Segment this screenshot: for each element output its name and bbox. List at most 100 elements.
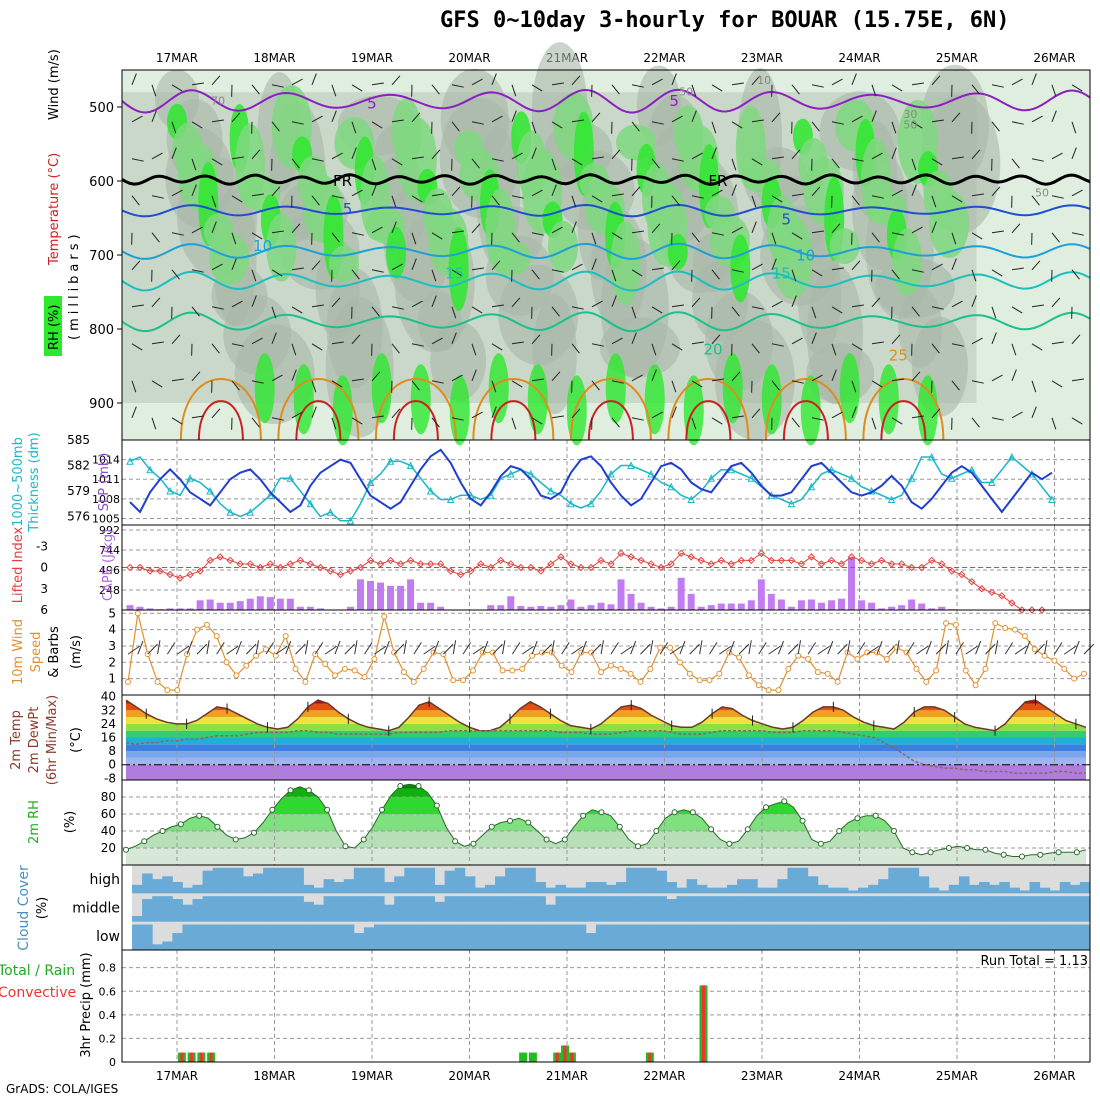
cloud-bar-high bbox=[213, 868, 224, 894]
temp-tick: -8 bbox=[104, 771, 116, 785]
rh-marker bbox=[1038, 852, 1043, 857]
cloud-bar-middle bbox=[505, 896, 516, 922]
cloud-bar-middle bbox=[1080, 896, 1091, 922]
wind-speed-marker bbox=[401, 670, 406, 675]
wind-tick: 4 bbox=[108, 623, 116, 637]
cloud-bar-high bbox=[364, 868, 375, 894]
cloud-bar-low bbox=[273, 925, 284, 951]
cloud-bar-middle bbox=[1019, 896, 1030, 922]
cloud-bar-low bbox=[919, 925, 930, 951]
cloud-bar-high bbox=[747, 879, 758, 893]
contour-label: 5 bbox=[782, 210, 792, 228]
cloud-bar-middle bbox=[747, 896, 758, 922]
wind-barb-10m bbox=[1025, 641, 1030, 654]
rh-band bbox=[122, 797, 1090, 814]
cloud-bar-middle bbox=[757, 896, 768, 922]
cloud-bar-low bbox=[1070, 925, 1081, 951]
rh-marker bbox=[544, 837, 549, 842]
wind-speed-marker bbox=[204, 622, 209, 627]
cloud-bar-low bbox=[193, 925, 204, 951]
cloud-bar-high bbox=[636, 868, 647, 894]
wind-tick: 2 bbox=[108, 655, 116, 669]
cloud-bar-middle bbox=[666, 899, 677, 922]
ylabel-rh2m-text: 2m RH bbox=[27, 800, 42, 844]
ylabel-cloud: Cloud Cover bbox=[16, 865, 32, 951]
cloud-bar-low bbox=[334, 925, 345, 951]
cloud-bar-middle bbox=[707, 896, 718, 922]
cloud-bar-middle bbox=[445, 896, 456, 922]
cape-bar bbox=[357, 579, 364, 610]
cloud-bar-high bbox=[1029, 882, 1040, 893]
x-tick-label-bottom: 23MAR bbox=[741, 1069, 783, 1083]
cape-bar bbox=[127, 605, 134, 610]
rh-tick: 20 bbox=[101, 841, 116, 855]
wind-speed-marker bbox=[746, 673, 751, 678]
cloud-bar-high bbox=[384, 882, 395, 893]
cloud-bar-low bbox=[697, 925, 708, 951]
cloud-bar-low bbox=[535, 925, 546, 951]
cloud-bar-low bbox=[213, 925, 224, 951]
ylabel-cloud-text: Cloud Cover bbox=[16, 865, 32, 951]
cloud-bar-high bbox=[465, 876, 476, 893]
li-tick: 0 bbox=[40, 561, 48, 575]
cloud-bar-high bbox=[142, 874, 153, 894]
rh-marker bbox=[380, 807, 385, 812]
cloud-bar-middle bbox=[233, 896, 244, 922]
ylabel-cloud-unit: (%) bbox=[35, 897, 50, 920]
wind-barb-10m bbox=[335, 641, 340, 654]
cloud-bar-low bbox=[172, 933, 183, 950]
temp-band bbox=[122, 695, 1090, 704]
contour-label: 50 bbox=[903, 118, 917, 131]
ylabel-rh: RH (%) bbox=[47, 305, 62, 350]
cloud-bar-low bbox=[515, 925, 526, 951]
ylabel-millibars-text: (millibars) bbox=[67, 230, 82, 340]
wind-speed-marker bbox=[1032, 647, 1037, 652]
cloud-bar-high bbox=[1019, 891, 1030, 894]
cloud-bar-low bbox=[888, 925, 899, 951]
wind-speed-marker bbox=[648, 666, 653, 671]
x-tick-label-bottom: 25MAR bbox=[936, 1069, 978, 1083]
rh-tick: 60 bbox=[101, 807, 116, 821]
wind-speed-marker bbox=[934, 668, 939, 673]
cloud-bar-low bbox=[283, 925, 294, 951]
cloud-bar-high bbox=[495, 876, 506, 893]
cloud-bar-low bbox=[959, 925, 970, 951]
x-tick-label-bottom: 22MAR bbox=[643, 1069, 685, 1083]
wind-speed-marker bbox=[283, 634, 288, 639]
cloud-bar-middle bbox=[687, 896, 698, 922]
cloud-bar-low bbox=[1040, 925, 1051, 951]
cloud-bar-high bbox=[858, 888, 869, 894]
cloud-bar-low bbox=[828, 925, 839, 951]
rh-band bbox=[122, 780, 1090, 789]
rh-marker bbox=[252, 830, 257, 835]
rh-blob-green bbox=[386, 227, 406, 279]
cloud-bar-high bbox=[1060, 882, 1071, 893]
cloud-bar-high bbox=[475, 888, 486, 894]
wind-barb-10m bbox=[907, 642, 915, 654]
x-tick-label-bottom: 24MAR bbox=[838, 1069, 880, 1083]
ylabel-rh2m-unit-text: (%) bbox=[63, 811, 78, 834]
cloud-bar-middle bbox=[808, 896, 819, 922]
wind-speed-marker bbox=[1052, 658, 1057, 663]
wind-speed-marker bbox=[362, 675, 367, 680]
cloud-bar-high bbox=[828, 888, 839, 894]
contour-label: 5 bbox=[343, 200, 353, 218]
cloud-bar-low bbox=[455, 925, 466, 951]
cloud-bar-high bbox=[535, 882, 546, 893]
cloud-bar-low bbox=[1009, 925, 1020, 951]
cloud-bar-high bbox=[787, 868, 798, 894]
wind-speed-marker bbox=[559, 663, 564, 668]
cloud-bar-high bbox=[556, 885, 567, 894]
y-tick-label: 800 bbox=[89, 323, 114, 338]
cloud-bar-low bbox=[1050, 925, 1061, 951]
cloud-bar-low bbox=[384, 925, 395, 951]
contour-label: 5 bbox=[367, 94, 377, 112]
wind-speed-marker bbox=[244, 663, 249, 668]
cloud-bar-middle bbox=[576, 896, 587, 922]
cloud-bar-high bbox=[626, 868, 637, 894]
rh-marker bbox=[306, 788, 311, 793]
rh-marker bbox=[617, 824, 622, 829]
cape-bar bbox=[557, 605, 564, 610]
cloud-bar-low bbox=[666, 925, 677, 951]
